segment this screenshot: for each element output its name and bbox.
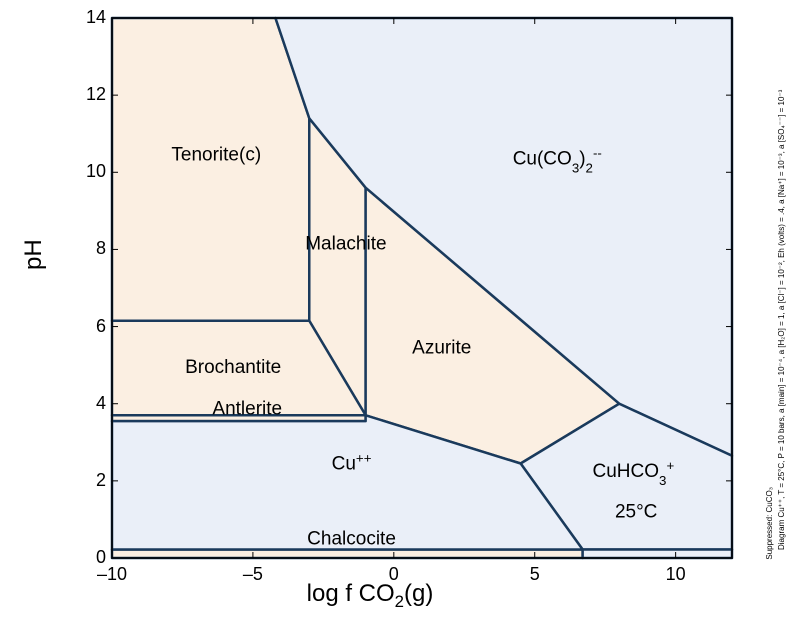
region-label: Tenorite(c)	[171, 145, 261, 166]
x-tick: 5	[515, 564, 555, 585]
phase-diagram: pH log f CO2(g) Diagram Cu⁺⁺, T = 25°C, …	[0, 0, 800, 618]
y-tick: 4	[78, 393, 106, 414]
y-tick: 6	[78, 316, 106, 337]
y-tick: 2	[78, 470, 106, 491]
y-tick: 14	[78, 7, 106, 28]
x-tick: –5	[233, 564, 273, 585]
plot-svg: Tenorite(c) Malachite Azurite Brochantite An…	[0, 0, 800, 618]
region-bottom-strip	[583, 550, 732, 558]
region-label: Malachite	[305, 233, 386, 254]
y-tick: 10	[78, 161, 106, 182]
region-label: Brochantite	[185, 357, 281, 378]
y-tick: 0	[78, 547, 106, 568]
x-tick: 0	[374, 564, 414, 585]
region-label: Antlerite	[212, 399, 282, 420]
x-tick: 10	[656, 564, 696, 585]
region-label: Azurite	[412, 338, 471, 359]
y-tick: 8	[78, 238, 106, 259]
region-Chalcocite	[112, 550, 583, 558]
y-tick: 12	[78, 84, 106, 105]
region-Tenorite(c)	[112, 18, 309, 321]
region-label: Chalcocite	[307, 529, 396, 550]
region-label: 25°C	[615, 502, 657, 523]
